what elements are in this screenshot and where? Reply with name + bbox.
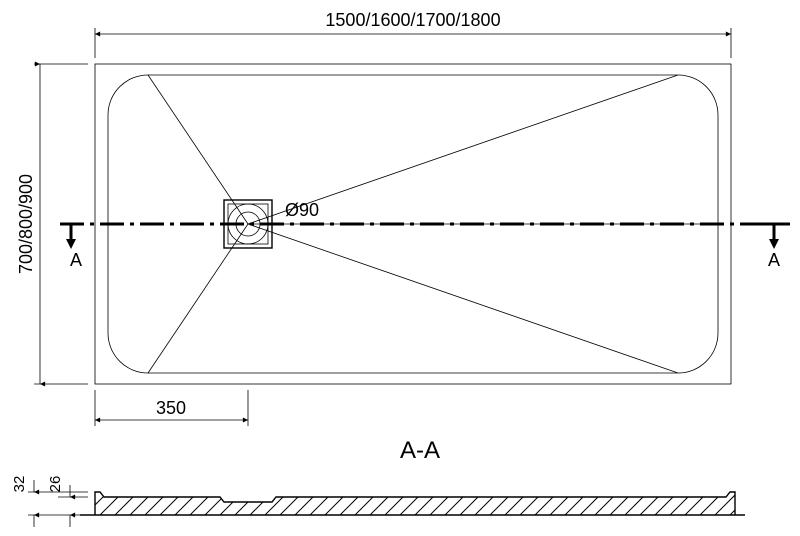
section-marker-right-label: A <box>768 250 780 270</box>
section-marker-right: A <box>760 224 788 270</box>
dim-left-height-label: 700/800/900 <box>16 174 36 274</box>
section-label: A-A <box>400 437 440 464</box>
dim-top-width-label: 1500/1600/1700/1800 <box>325 10 500 30</box>
drain-dia-label: Ø90 <box>285 200 319 220</box>
dim-section-26: 26 <box>47 476 88 527</box>
dim-section-32-label: 32 <box>11 476 28 493</box>
section-view <box>80 490 755 520</box>
dim-drain-offset: 350 <box>95 390 248 426</box>
section-marker-left: A <box>60 224 82 270</box>
dim-drain-offset-label: 350 <box>156 398 186 418</box>
technical-drawing: 1500/1600/1700/1800 700/800/900 Ø90 A <box>0 0 800 536</box>
dim-section-26-label: 26 <box>47 476 64 493</box>
section-marker-left-label: A <box>70 250 82 270</box>
dim-top-width: 1500/1600/1700/1800 <box>95 10 731 58</box>
